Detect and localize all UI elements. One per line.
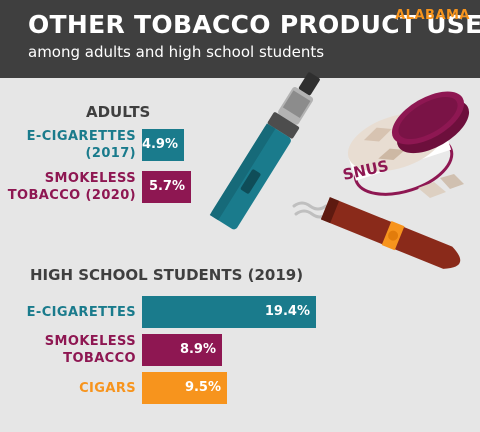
bar-value-label: 5.7% — [148, 179, 185, 194]
bar-value-label: 8.9% — [179, 342, 216, 357]
bar: 4.9% — [142, 129, 184, 161]
bar: 8.9% — [142, 334, 222, 366]
bar-label: E-CIGARETTES (2017) — [26, 129, 136, 161]
bar: 5.7% — [142, 171, 191, 203]
students-section-title: HIGH SCHOOL STUDENTS (2019) — [30, 266, 304, 284]
snus-tin-icon: SNUS — [341, 91, 470, 198]
bar: 9.5% — [142, 372, 227, 404]
page-subtitle: among adults and high school students — [28, 43, 325, 61]
bar-label: CIGARS — [79, 380, 136, 396]
page-title: OTHER TOBACCO PRODUCT USE — [28, 10, 480, 39]
bar: 19.4% — [142, 296, 316, 328]
bar-label: E-CIGARETTES — [26, 304, 136, 320]
e-cigarette-icon — [209, 72, 320, 230]
state-name: ALABAMA — [395, 8, 470, 23]
bar-value-label: 19.4% — [264, 304, 310, 319]
bar-value-label: 9.5% — [184, 380, 221, 395]
bar-label: SMOKELESS TOBACCO — [44, 334, 136, 366]
cigar-icon — [320, 197, 461, 269]
adults-section-title: ADULTS — [86, 103, 151, 121]
bar-label: SMOKELESS TOBACCO (2020) — [7, 171, 136, 203]
bar-value-label: 4.9% — [141, 137, 178, 152]
header-bar: OTHER TOBACCO PRODUCT USE among adults a… — [0, 0, 480, 78]
